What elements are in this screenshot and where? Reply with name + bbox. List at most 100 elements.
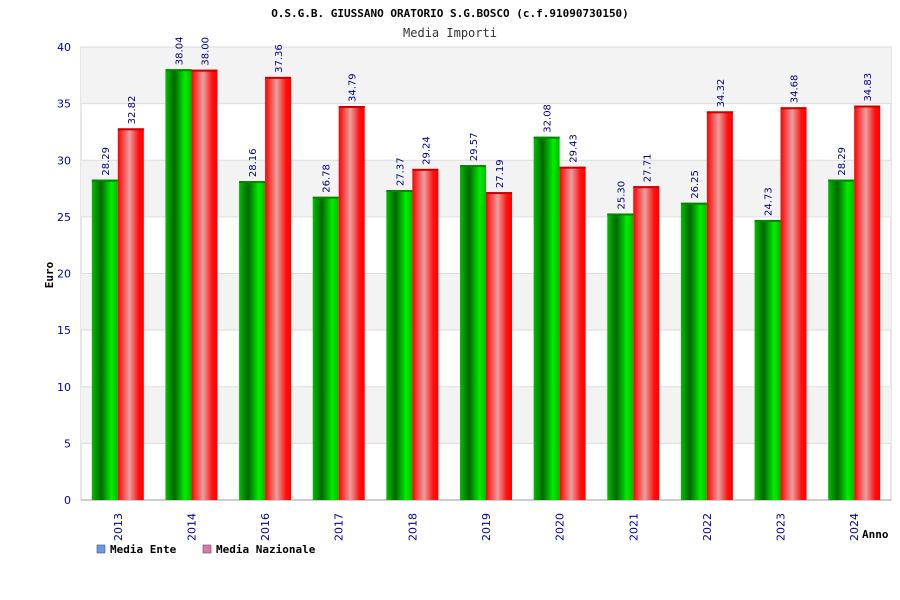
data-label: 29.57 (469, 132, 480, 161)
bar-media-nazionale (265, 76, 292, 500)
data-label: 27.71 (642, 154, 653, 183)
chart-subtitle: Media Importi (403, 26, 497, 40)
bar-media-ente (312, 196, 339, 501)
x-axis-label: Anno (862, 528, 889, 541)
bar-top-edge (460, 165, 486, 168)
y-tick-label: 25 (57, 211, 71, 224)
bar-media-ente (239, 181, 266, 500)
legend-label: Media Nazionale (216, 543, 316, 556)
data-label: 34.83 (863, 73, 874, 102)
bar-group: 28.29 (828, 147, 855, 500)
data-label: 28.29 (837, 147, 848, 176)
bar-media-nazionale (191, 69, 218, 501)
data-label: 34.68 (790, 75, 801, 104)
bar-group: 29.57 (460, 132, 486, 500)
x-tick-label: 2024 (848, 513, 861, 541)
legend: Media Ente Media Nazionale (96, 543, 316, 556)
bar-media-nazionale (486, 192, 512, 501)
bar-group: 34.32 (706, 79, 733, 501)
bar-media-ente (828, 179, 855, 500)
bar-top-edge (780, 107, 807, 110)
x-tick-label: 2014 (185, 513, 198, 541)
data-label: 38.00 (200, 37, 211, 66)
bar-media-ente (386, 190, 413, 501)
bar-media-nazionale (780, 107, 807, 501)
data-label: 24.73 (764, 187, 775, 216)
x-tick-label: 2018 (406, 513, 419, 541)
bar-media-nazionale (338, 106, 365, 501)
bar-group: 29.24 (412, 136, 439, 500)
bar-group: 24.73 (754, 187, 781, 501)
bar-media-ente (680, 202, 707, 500)
legend-swatch-media-nazionale (202, 544, 212, 554)
bar-group: 27.19 (486, 159, 512, 501)
y-tick-label: 15 (57, 324, 71, 337)
bar-media-ente (754, 219, 781, 501)
y-axis-label: Euro (43, 261, 56, 288)
bar-top-edge (117, 128, 144, 131)
bar-top-edge (854, 105, 881, 108)
y-axis-ticks: 0 5 10 15 20 25 30 35 40 (57, 41, 71, 507)
bar-top-edge (680, 202, 707, 205)
x-tick-label: 2013 (112, 513, 125, 541)
bar-group: 28.29 (91, 147, 118, 500)
legend-swatch-media-ente (96, 544, 106, 554)
bar-media-nazionale (633, 186, 660, 500)
bar-top-edge (165, 69, 192, 72)
bar-top-edge (533, 136, 560, 139)
data-label: 28.29 (101, 147, 112, 176)
x-tick-label: 2019 (480, 513, 493, 541)
y-tick-label: 30 (57, 154, 71, 167)
data-label: 27.19 (495, 159, 506, 188)
bar-media-ente (165, 69, 192, 501)
y-tick-label: 20 (57, 268, 71, 281)
data-label: 26.78 (322, 164, 333, 193)
bar-group: 32.82 (117, 96, 144, 500)
bar-group: 26.25 (680, 170, 707, 500)
data-label: 29.43 (569, 134, 580, 163)
bar-group: 26.78 (312, 164, 339, 501)
data-label: 34.79 (348, 73, 359, 102)
bar-top-edge (412, 168, 439, 171)
bar-top-edge (486, 192, 512, 195)
bar-group: 38.00 (191, 37, 218, 501)
bar-media-nazionale (412, 168, 439, 500)
bar-group: 37.36 (265, 44, 292, 500)
bar-top-edge (607, 213, 634, 216)
data-label: 27.37 (395, 157, 406, 186)
data-label: 34.32 (716, 79, 727, 108)
chart-title: O.S.G.B. GIUSSANO ORATORIO S.G.BOSCO (c.… (271, 7, 629, 20)
y-tick-label: 5 (64, 437, 71, 450)
bar-top-edge (754, 219, 781, 222)
bars-group: 28.29 32.82 38.04 38.00 28.16 37.36 26.78 34.79… (91, 37, 881, 501)
bar-top-edge (706, 111, 733, 114)
bar-group: 29.43 (559, 134, 586, 500)
data-label: 37.36 (274, 44, 285, 73)
y-tick-label: 0 (64, 494, 71, 507)
legend-label: Media Ente (110, 543, 177, 556)
bar-media-ente (607, 213, 634, 501)
bar-top-edge (559, 166, 586, 169)
x-tick-label: 2023 (775, 513, 788, 541)
data-label: 32.08 (543, 104, 554, 133)
x-tick-label: 2017 (333, 513, 346, 541)
bar-top-edge (239, 181, 266, 184)
bar-media-ente (533, 136, 560, 500)
x-tick-label: 2020 (554, 513, 567, 541)
x-tick-label: 2021 (627, 513, 640, 541)
bar-top-edge (91, 179, 118, 182)
bar-group: 25.30 (607, 181, 634, 501)
bar-top-edge (312, 196, 339, 199)
x-tick-label: 2022 (701, 513, 714, 541)
bar-media-ente (91, 179, 118, 500)
bar-group: 32.08 (533, 104, 560, 500)
bar-top-edge (191, 69, 218, 72)
bar-media-nazionale (706, 111, 733, 501)
y-tick-label: 35 (57, 98, 71, 111)
bar-group: 27.37 (386, 157, 413, 501)
data-label: 26.25 (690, 170, 701, 199)
data-label: 38.04 (174, 37, 185, 66)
bar-top-edge (386, 190, 413, 193)
x-axis-ticks: 2013 2014 2016 2017 2018 2019 2020 2021 2022 2023… (112, 513, 861, 541)
